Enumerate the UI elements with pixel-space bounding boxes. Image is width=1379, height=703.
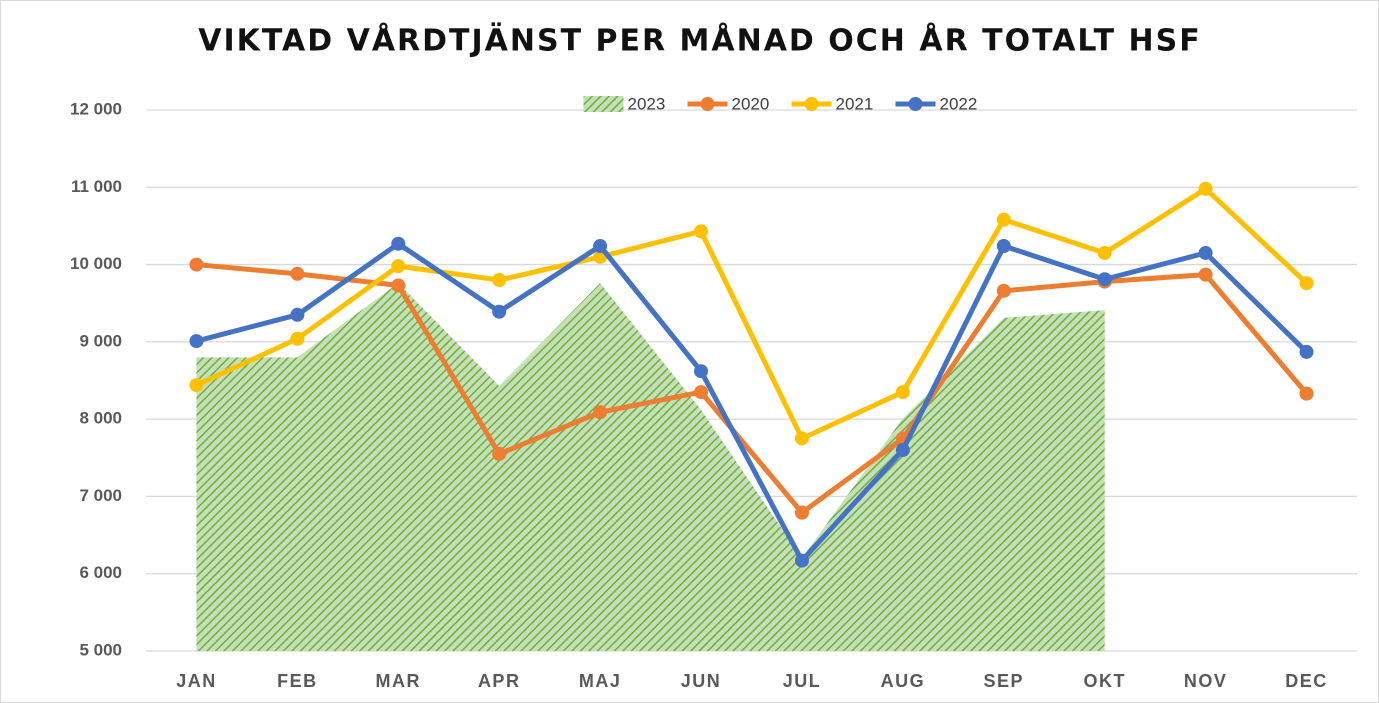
legend-swatch <box>583 96 624 112</box>
marker <box>895 385 910 400</box>
x-tick-label: APR <box>478 671 521 691</box>
legend-label: 2021 <box>836 94 874 113</box>
marker <box>1299 386 1314 401</box>
x-tick-label: MAJ <box>579 671 622 691</box>
area <box>196 283 1105 651</box>
marker <box>189 257 204 272</box>
marker <box>290 266 305 281</box>
y-tick-label: 12 000 <box>70 99 122 118</box>
marker <box>996 283 1011 298</box>
marker <box>391 259 406 274</box>
legend-marker <box>908 97 923 111</box>
x-tick-label: FEB <box>277 671 318 691</box>
legend-marker <box>804 97 819 111</box>
marker <box>1299 344 1314 359</box>
y-tick-label: 5 000 <box>79 640 122 659</box>
y-tick-label: 6 000 <box>79 563 122 582</box>
marker <box>593 239 608 254</box>
marker <box>694 385 709 400</box>
marker <box>694 224 709 239</box>
marker <box>794 553 809 568</box>
marker <box>694 364 709 379</box>
marker <box>1198 267 1213 282</box>
line <box>195 186 1309 441</box>
marker <box>492 304 507 319</box>
chart-title: VIKTAD VÅRDTJÄNST PER MÅNAD OCH ÅR TOTAL… <box>198 22 1201 59</box>
marker <box>1299 276 1314 291</box>
marker <box>391 236 406 251</box>
x-tick-label: JUL <box>783 671 822 691</box>
line <box>196 262 1309 516</box>
marker <box>492 446 507 461</box>
marker <box>593 405 608 420</box>
line <box>195 241 1309 564</box>
marker <box>794 505 809 520</box>
x-tick-label: OKT <box>1083 671 1126 691</box>
x-tick-label: MAR <box>376 671 422 691</box>
legend-label: 2023 <box>628 94 666 113</box>
marker <box>391 278 406 293</box>
marker <box>996 212 1011 227</box>
x-tick-label: DEC <box>1285 671 1328 691</box>
y-tick-label: 8 000 <box>79 409 122 428</box>
x-tick-label: SEP <box>984 671 1025 691</box>
legend-marker <box>700 97 715 111</box>
marker <box>1097 272 1112 287</box>
y-tick-label: 7 000 <box>79 486 122 505</box>
marker <box>996 239 1011 254</box>
marker <box>1198 245 1213 260</box>
x-tick-label: AUG <box>881 671 926 691</box>
x-tick-label: JUN <box>681 671 722 691</box>
marker <box>895 443 910 458</box>
marker <box>794 431 809 446</box>
marker <box>1198 181 1213 196</box>
x-tick-label: NOV <box>1184 671 1228 691</box>
marker <box>189 378 204 393</box>
x-tick-label: JAN <box>176 671 217 691</box>
y-tick-label: 9 000 <box>79 331 122 350</box>
marker <box>1097 245 1112 260</box>
legend-label: 2020 <box>732 94 770 113</box>
legend-label: 2022 <box>940 94 978 113</box>
y-tick-label: 11 000 <box>71 177 122 196</box>
y-tick-label: 10 000 <box>70 254 122 273</box>
marker <box>290 307 305 322</box>
marker <box>290 331 305 346</box>
marker <box>189 334 204 349</box>
marker <box>492 273 507 288</box>
